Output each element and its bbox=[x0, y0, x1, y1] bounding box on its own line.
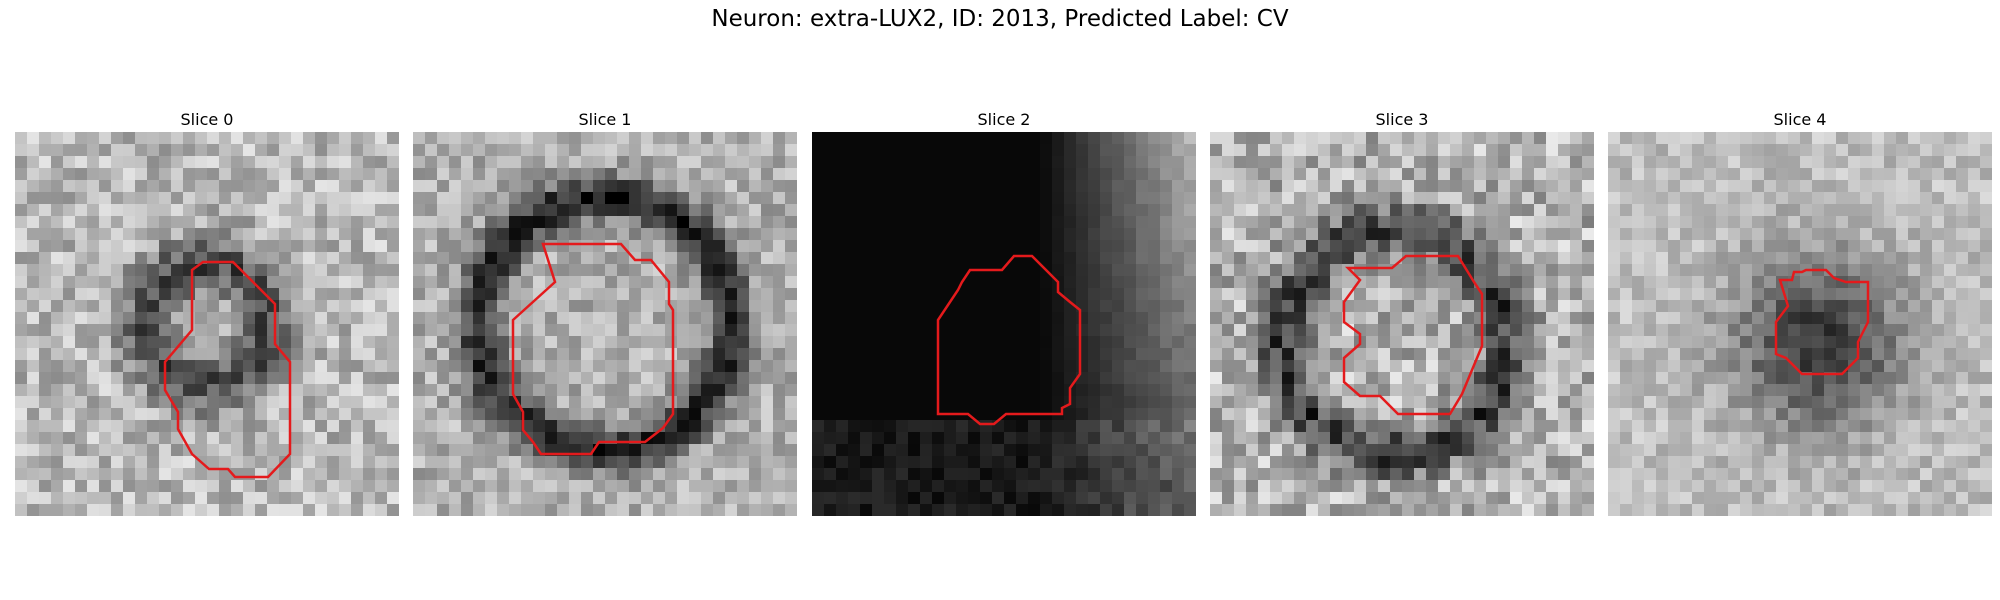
slice-panel-1: Slice 1 bbox=[413, 108, 797, 516]
figure-title: Neuron: extra-LUX2, ID: 2013, Predicted … bbox=[711, 6, 1289, 32]
segmentation-contour-0 bbox=[163, 260, 292, 479]
slice-title-2: Slice 2 bbox=[977, 110, 1031, 129]
slice-image-1 bbox=[413, 132, 797, 516]
segmentation-contour-3 bbox=[1342, 254, 1484, 416]
slice-title-3: Slice 3 bbox=[1375, 110, 1429, 129]
slice-title-1: Slice 1 bbox=[578, 110, 632, 129]
slice-image-4 bbox=[1608, 132, 1992, 516]
slice-title-0: Slice 0 bbox=[180, 110, 234, 129]
slice-image-3 bbox=[1210, 132, 1594, 516]
slice-image-2 bbox=[812, 132, 1196, 516]
segmentation-contour-1 bbox=[511, 242, 675, 456]
slice-panel-2: Slice 2 bbox=[812, 108, 1196, 516]
slice-image-0 bbox=[15, 132, 399, 516]
segmentation-contour-4 bbox=[1774, 268, 1870, 376]
segmentation-contour-2 bbox=[936, 254, 1082, 426]
slice-panel-4: Slice 4 bbox=[1608, 108, 1992, 516]
slice-panel-0: Slice 0 bbox=[15, 108, 399, 516]
slice-title-4: Slice 4 bbox=[1773, 110, 1827, 129]
slice-panel-3: Slice 3 bbox=[1210, 108, 1594, 516]
